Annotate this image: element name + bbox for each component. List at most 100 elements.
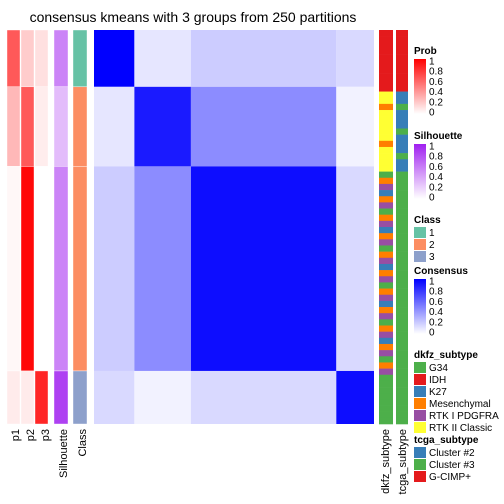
p3-cell: [34, 166, 49, 372]
dkfz-subtype-cell: [379, 337, 393, 345]
tcga-subtype-cell: [396, 368, 408, 376]
class-cell: [72, 370, 88, 425]
consensus-cell: [134, 166, 191, 371]
consensus-legend-tick: 1: [429, 277, 435, 288]
dkfz-subtype-cell: [379, 405, 393, 412]
silhouette-cell: [53, 86, 69, 167]
tcga-subtype-cell: [396, 183, 408, 191]
silhouette-legend-tick: 1: [429, 142, 435, 153]
tcga-subtype-cell: [396, 208, 408, 215]
column-label-class: Class: [77, 429, 89, 457]
tcga-subtype-cell: [396, 350, 408, 357]
dkfz-subtype-cell: [379, 220, 393, 228]
dkfz-subtype-cell: [379, 374, 393, 382]
dkfz-subtype-legend-label: K27: [429, 387, 447, 398]
dkfz-subtype-legend-label: Mesenchymal: [429, 399, 491, 410]
p1-cell: [6, 29, 21, 88]
silhouette-legend-tick: 0.8: [429, 152, 443, 163]
tcga-subtype-cell: [396, 380, 408, 388]
tcga-subtype-cell: [396, 245, 408, 252]
annotation-tracks: [6, 29, 88, 425]
silhouette-legend-tick: 0.6: [429, 162, 443, 173]
consensus-legend-tick: 0: [429, 328, 435, 339]
dkfz-subtype-cell: [379, 202, 393, 209]
prob-legend-tick: 0: [429, 108, 435, 119]
silhouette-legend-tick: 0.4: [429, 172, 443, 183]
tcga-subtype-cell: [396, 54, 408, 62]
class-legend-label: 2: [429, 240, 435, 251]
dkfz-subtype-cell: [379, 146, 393, 154]
tcga-subtype-cell: [396, 387, 408, 394]
dkfz-subtype-cell: [379, 233, 393, 240]
class-legend-title: Class: [414, 215, 441, 226]
class-legend-swatch: [414, 239, 426, 250]
consensus-cell: [134, 86, 191, 167]
dkfz-subtype-cell: [379, 239, 393, 246]
tcga-subtype-legend-label: G-CIMP+: [429, 472, 471, 483]
tcga-subtype-cell: [396, 122, 408, 129]
dkfz-subtype-legend-swatch: [414, 398, 426, 409]
dkfz-subtype-legend-title: dkfz_subtype: [414, 350, 478, 361]
tcga-subtype-cell: [396, 399, 408, 406]
dkfz-subtype-cell: [379, 411, 393, 419]
tcga-subtype-cell: [396, 116, 408, 123]
tcga-subtype-cell: [396, 36, 408, 43]
subtype-columns: [379, 30, 408, 425]
consensus-cell: [94, 30, 135, 87]
tcga-subtype-cell: [396, 239, 408, 246]
dkfz-subtype-legend-swatch: [414, 362, 426, 373]
tcga-subtype-cell: [396, 313, 408, 320]
consensus-cell: [336, 370, 374, 424]
dkfz-subtype-cell: [379, 122, 393, 129]
tcga-subtype-cell: [396, 128, 408, 135]
tcga-subtype-cell: [396, 110, 408, 117]
tcga-subtype-cell: [396, 171, 408, 179]
class-cell: [72, 166, 88, 372]
consensus-legend-tick: 0.6: [429, 297, 443, 308]
silhouette-cell: [53, 370, 69, 425]
class-legend-label: 3: [429, 252, 435, 263]
dkfz-subtype-cell: [379, 257, 393, 265]
dkfz-subtype-cell: [379, 399, 393, 406]
consensus-legend-tick: 0.8: [429, 287, 443, 298]
dkfz-subtype-cell: [379, 350, 393, 357]
dkfz-subtype-cell: [379, 208, 393, 215]
tcga-subtype-cell: [396, 165, 408, 172]
p1-cell: [6, 86, 21, 167]
dkfz-subtype-cell: [379, 48, 393, 55]
silhouette-color-bar: [414, 144, 426, 199]
dkfz-subtype-cell: [379, 276, 393, 283]
tcga-subtype-cell: [396, 153, 408, 160]
dkfz-subtype-cell: [379, 245, 393, 252]
tcga-subtype-cell: [396, 362, 408, 369]
consensus-cell: [190, 166, 337, 371]
class-legend-swatch: [414, 251, 426, 262]
tcga-subtype-cell: [396, 214, 408, 222]
dkfz-subtype-cell: [379, 196, 393, 203]
class-cell: [72, 86, 88, 167]
prob-legend-tick: 1: [429, 57, 435, 68]
tcga-subtype-cell: [396, 202, 408, 209]
dkfz-subtype-cell: [379, 251, 393, 259]
prob-legend-tick: 0.8: [429, 67, 443, 78]
tcga-subtype-cell: [396, 140, 408, 148]
dkfz-subtype-cell: [379, 159, 393, 166]
tcga-subtype-cell: [396, 319, 408, 326]
dkfz-subtype-cell: [379, 85, 393, 92]
column-label-p2: p2: [25, 429, 37, 441]
p2-cell: [20, 29, 35, 88]
dkfz-subtype-cell: [379, 282, 393, 289]
class-legend-swatch: [414, 227, 426, 238]
dkfz-subtype-cell: [379, 165, 393, 172]
dkfz-subtype-cell: [379, 319, 393, 326]
dkfz-subtype-cell: [379, 190, 393, 197]
consensus-cell: [94, 166, 135, 371]
column-labels: p1 p2 p3 Silhouette Class dkfz_subtype tcga_su…: [10, 429, 409, 495]
dkfz-subtype-cell: [379, 116, 393, 123]
column-label-p1: p1: [10, 429, 22, 441]
silhouette-legend-tick: 0: [429, 193, 435, 204]
dkfz-subtype-cell: [379, 60, 393, 68]
dkfz-subtype-cell: [379, 103, 393, 111]
tcga-subtype-legend-label: Cluster #2: [429, 448, 475, 459]
consensus-cell: [190, 370, 337, 424]
